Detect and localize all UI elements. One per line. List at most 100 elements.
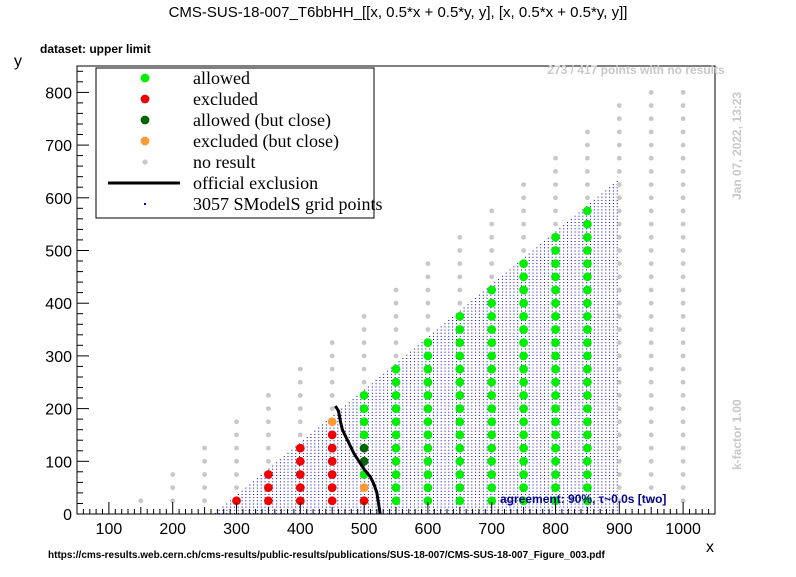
smodels-grid-point <box>463 395 465 397</box>
smodels-grid-point <box>475 414 477 416</box>
smodels-grid-point <box>379 443 381 445</box>
smodels-grid-point <box>563 414 565 416</box>
smodels-grid-point <box>551 351 553 353</box>
smodels-grid-point <box>436 475 438 476</box>
smodels-grid-point <box>478 475 480 476</box>
smodels-grid-point <box>524 310 526 312</box>
smodels-grid-point <box>586 506 588 508</box>
smodels-grid-point <box>444 392 446 394</box>
smodels-grid-point <box>521 364 522 366</box>
smodels-grid-point <box>318 468 320 470</box>
smodels-grid-point <box>314 503 316 505</box>
smodels-grid-point <box>547 329 549 331</box>
smodels-grid-point <box>387 386 389 388</box>
smodels-grid-point <box>325 475 327 476</box>
smodels-grid-point <box>345 478 346 480</box>
smodels-grid-point <box>547 452 549 454</box>
smodels-grid-point <box>517 414 519 416</box>
smodels-grid-point <box>505 459 507 461</box>
smodels-grid-point <box>574 316 576 318</box>
smodels-grid-point <box>505 487 507 489</box>
smodels-grid-point <box>478 370 480 372</box>
smodels-grid-point <box>390 459 392 461</box>
smodels-grid-point <box>471 402 473 404</box>
smodels-grid-point <box>498 395 500 397</box>
smodels-grid-point <box>260 509 262 511</box>
smodels-grid-point <box>582 316 584 318</box>
smodels-grid-point <box>544 386 545 388</box>
smodels-grid-point <box>348 471 350 473</box>
smodels-grid-point <box>433 358 434 359</box>
smodels-grid-point <box>574 313 576 315</box>
smodels-grid-point <box>536 494 538 495</box>
smodels-grid-point <box>559 512 561 514</box>
smodels-grid-point <box>590 430 591 432</box>
smodels-grid-point <box>402 427 404 429</box>
smodels-grid-point <box>421 487 423 489</box>
smodels-grid-point <box>574 342 576 344</box>
smodels-grid-point <box>383 503 385 505</box>
smodels-grid-point <box>452 405 454 407</box>
smodels-grid-point <box>345 465 346 467</box>
smodels-grid-point <box>406 500 408 502</box>
smodels-grid-point <box>337 418 339 420</box>
smodels-grid-point <box>463 373 465 375</box>
smodels-grid-point <box>387 471 389 473</box>
smodels-grid-point <box>410 424 411 426</box>
smodels-grid-point <box>371 418 373 420</box>
smodels-grid-point <box>452 456 454 457</box>
smodels-grid-point <box>448 408 450 410</box>
smodels-grid-point <box>559 456 561 457</box>
smodels-grid-point <box>501 310 503 312</box>
smodels-grid-point <box>513 288 515 290</box>
smodels-grid-point <box>345 421 346 423</box>
smodels-grid-point <box>245 509 247 511</box>
smodels-grid-point <box>467 342 469 344</box>
smodels-grid-point <box>574 456 576 457</box>
smodels-grid-point <box>570 418 572 420</box>
smodels-grid-point <box>348 411 350 413</box>
smodels-grid-point <box>379 500 381 502</box>
smodels-grid-point <box>471 509 473 511</box>
smodels-grid-point <box>536 468 538 470</box>
smodels-grid-point <box>306 490 308 492</box>
smodels-grid-point <box>509 335 511 337</box>
smodels-grid-point <box>482 418 484 420</box>
smodels-grid-point <box>467 380 469 382</box>
smodels-grid-point <box>544 373 545 375</box>
smodels-grid-point <box>532 326 534 328</box>
smodels-grid-point <box>524 468 526 470</box>
smodels-grid-point <box>333 414 335 416</box>
smodels-grid-point <box>337 446 339 448</box>
smodels-grid-point <box>463 465 465 467</box>
smodels-grid-point <box>551 332 553 334</box>
smodels-grid-point <box>570 411 572 413</box>
smodels-grid-point <box>532 424 534 426</box>
smodels-grid-point <box>452 459 454 461</box>
smodels-grid-point <box>501 446 503 448</box>
smodels-grid-point <box>582 402 584 404</box>
smodels-grid-point <box>567 500 568 502</box>
smodels-grid-point <box>352 402 354 404</box>
smodels-grid-point <box>513 456 515 457</box>
smodels-grid-point <box>563 418 565 420</box>
smodels-grid-point <box>582 237 584 239</box>
smodels-grid-point <box>398 373 400 375</box>
smodels-grid-point <box>567 377 568 378</box>
smodels-grid-point <box>593 459 595 461</box>
smodels-grid-point <box>444 370 446 372</box>
smodels-grid-point <box>567 345 568 347</box>
smodels-grid-point <box>563 269 565 271</box>
smodels-grid-point <box>478 335 480 337</box>
smodels-grid-point <box>582 377 584 378</box>
smodels-grid-point <box>513 313 515 315</box>
smodels-grid-point <box>524 335 526 337</box>
smodels-grid-point <box>517 456 519 457</box>
smodels-grid-point <box>410 452 411 454</box>
smodels-grid-point <box>475 440 477 442</box>
smodels-grid-point <box>360 503 362 505</box>
smodels-grid-point <box>356 452 358 454</box>
smodels-grid-point <box>505 484 507 486</box>
smodels-grid-point <box>402 430 404 432</box>
smodels-grid-point <box>375 471 377 473</box>
